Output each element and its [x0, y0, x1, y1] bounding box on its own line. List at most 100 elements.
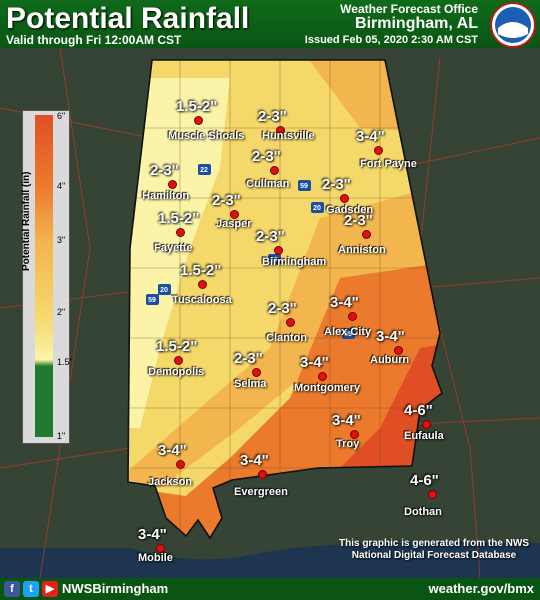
page-title: Potential Rainfall — [6, 2, 250, 35]
shield-59-north: 59 — [300, 183, 308, 190]
city-marker-fort-payne — [374, 146, 383, 155]
city-label-dothan: Dothan — [404, 506, 442, 518]
shield-65: 65 — [270, 257, 278, 264]
city-label-anniston: Anniston — [338, 244, 386, 256]
city-label-alex-city: Alex City — [324, 326, 372, 338]
county-lines — [130, 60, 440, 538]
city-label-hamilton: Hamilton — [142, 190, 190, 202]
legend-panel: Potential Rainfall (in) 6" 4" 3" 2" 1.5"… — [21, 110, 73, 444]
city-label-birmingham: Birmingham — [262, 256, 327, 268]
city-label-gadsden: Gadsden — [326, 204, 374, 216]
rainfall-value-cullman: 2-3" — [252, 148, 281, 165]
city-label-demopolis: Demopolis — [148, 366, 205, 378]
nws-logo-icon — [490, 2, 536, 48]
rainfall-value-gadsden: 2-3" — [322, 176, 351, 193]
office-city: Birmingham, AL — [355, 15, 478, 32]
legend-tick-6: 6" — [57, 111, 66, 121]
city-marker-troy — [350, 430, 359, 439]
city-label-fort-payne: Fort Payne — [360, 158, 417, 170]
legend-tick-2: 2" — [57, 307, 66, 317]
city-label-evergreen: Evergreen — [234, 486, 288, 498]
twitter-icon[interactable]: t — [23, 581, 39, 597]
rainfall-value-huntsville: 2-3" — [258, 108, 287, 125]
city-label-troy: Troy — [336, 438, 360, 450]
city-label-jasper: Jasper — [216, 218, 252, 230]
rainfall-value-auburn: 3-4" — [376, 328, 405, 345]
source-note: This graphic is generated from the NWS N… — [338, 538, 530, 561]
rainfall-value-fayette: 1.5-2" — [158, 210, 200, 227]
city-label-montgomery: Montgomery — [294, 382, 360, 394]
shield-85: 85 — [344, 331, 352, 338]
city-marker-mobile — [156, 544, 165, 553]
city-marker-cullman — [270, 166, 279, 175]
city-label-muscle-shoals: Muscle Shoals — [168, 130, 245, 142]
city-marker-hamilton — [168, 180, 177, 189]
city-label-jackson: Jackson — [148, 476, 193, 488]
rainfall-value-clanton: 2-3" — [268, 300, 297, 317]
valid-through-text: Valid through Fri 12:00AM CST — [6, 33, 182, 47]
city-marker-eufaula — [422, 420, 431, 429]
rainfall-map: 22 59 20 65 59 20 85 — [0, 48, 540, 578]
rainfall-value-jackson: 3-4" — [158, 442, 187, 459]
city-marker-anniston — [362, 230, 371, 239]
rainfall-value-evergreen: 3-4" — [240, 452, 269, 469]
issued-time: Issued Feb 05, 2020 2:30 AM CST — [304, 34, 478, 46]
city-marker-demopolis — [174, 356, 183, 365]
rainfall-value-troy: 3-4" — [332, 412, 361, 429]
city-label-selma: Selma — [234, 378, 267, 390]
city-label-clanton: Clanton — [266, 332, 307, 344]
city-marker-alex-city — [348, 312, 357, 321]
legend-tick-1: 1" — [57, 431, 66, 441]
city-label-tuscaloosa: Tuscaloosa — [172, 294, 232, 306]
legend-tick-4: 4" — [57, 181, 66, 191]
youtube-icon[interactable]: ▶ — [42, 581, 58, 597]
legend-tick-3: 3" — [57, 235, 66, 245]
city-marker-huntsville — [276, 126, 285, 135]
city-label-auburn: Auburn — [370, 354, 410, 366]
city-marker-tuscaloosa — [198, 280, 207, 289]
city-marker-montgomery — [318, 372, 327, 381]
city-marker-evergreen — [258, 470, 267, 479]
rainfall-value-hamilton: 2-3" — [150, 162, 179, 179]
city-marker-selma — [252, 368, 261, 377]
rainfall-value-tuscaloosa: 1.5-2" — [180, 262, 222, 279]
header-bar: Potential Rainfall Valid through Fri 12:… — [0, 0, 540, 48]
rainfall-value-birmingham: 2-3" — [256, 228, 285, 245]
city-marker-fayette — [176, 228, 185, 237]
shield-20-east: 20 — [313, 205, 321, 212]
rainfall-value-jasper: 2-3" — [212, 192, 241, 209]
city-marker-jackson — [176, 460, 185, 469]
facebook-icon[interactable]: f — [4, 581, 20, 597]
legend-tick-1-5: 1.5" — [57, 357, 73, 367]
rainfall-value-mobile: 3-4" — [138, 526, 167, 543]
legend-axis-label: Potential Rainfall (in) — [21, 171, 32, 271]
rainfall-value-dothan: 4-6" — [410, 472, 439, 489]
city-label-cullman: Cullman — [246, 178, 290, 190]
city-marker-muscle-shoals — [194, 116, 203, 125]
state-border — [127, 59, 443, 540]
city-marker-birmingham — [274, 246, 283, 255]
rainfall-value-eufaula: 4-6" — [404, 402, 433, 419]
rainfall-value-muscle-shoals: 1.5-2" — [176, 98, 218, 115]
rainfall-value-alex-city: 3-4" — [330, 294, 359, 311]
city-label-huntsville: Huntsville — [262, 130, 315, 142]
office-name: Weather Forecast Office — [340, 2, 478, 16]
city-marker-dothan — [428, 490, 437, 499]
rainfall-value-montgomery: 3-4" — [300, 354, 329, 371]
shield-22: 22 — [200, 167, 208, 174]
shield-59-west: 59 — [148, 297, 156, 304]
city-marker-auburn — [394, 346, 403, 355]
city-label-eufaula: Eufaula — [404, 430, 444, 442]
city-marker-gadsden — [340, 194, 349, 203]
footer-bar: f t ▶ NWSBirmingham weather.gov/bmx — [0, 578, 540, 600]
city-label-fayette: Fayette — [154, 242, 193, 254]
social-handle[interactable]: NWSBirmingham — [62, 581, 169, 596]
shield-20-west: 20 — [160, 287, 168, 294]
website-link[interactable]: weather.gov/bmx — [428, 581, 534, 596]
legend-colorbar — [35, 115, 53, 437]
rainfall-value-demopolis: 1.5-2" — [156, 338, 198, 355]
rainfall-value-fort-payne: 3-4" — [356, 128, 385, 145]
interstate-shields: 22 59 20 65 59 20 85 — [146, 164, 355, 339]
city-marker-jasper — [230, 210, 239, 219]
rainfall-value-selma: 2-3" — [234, 350, 263, 367]
